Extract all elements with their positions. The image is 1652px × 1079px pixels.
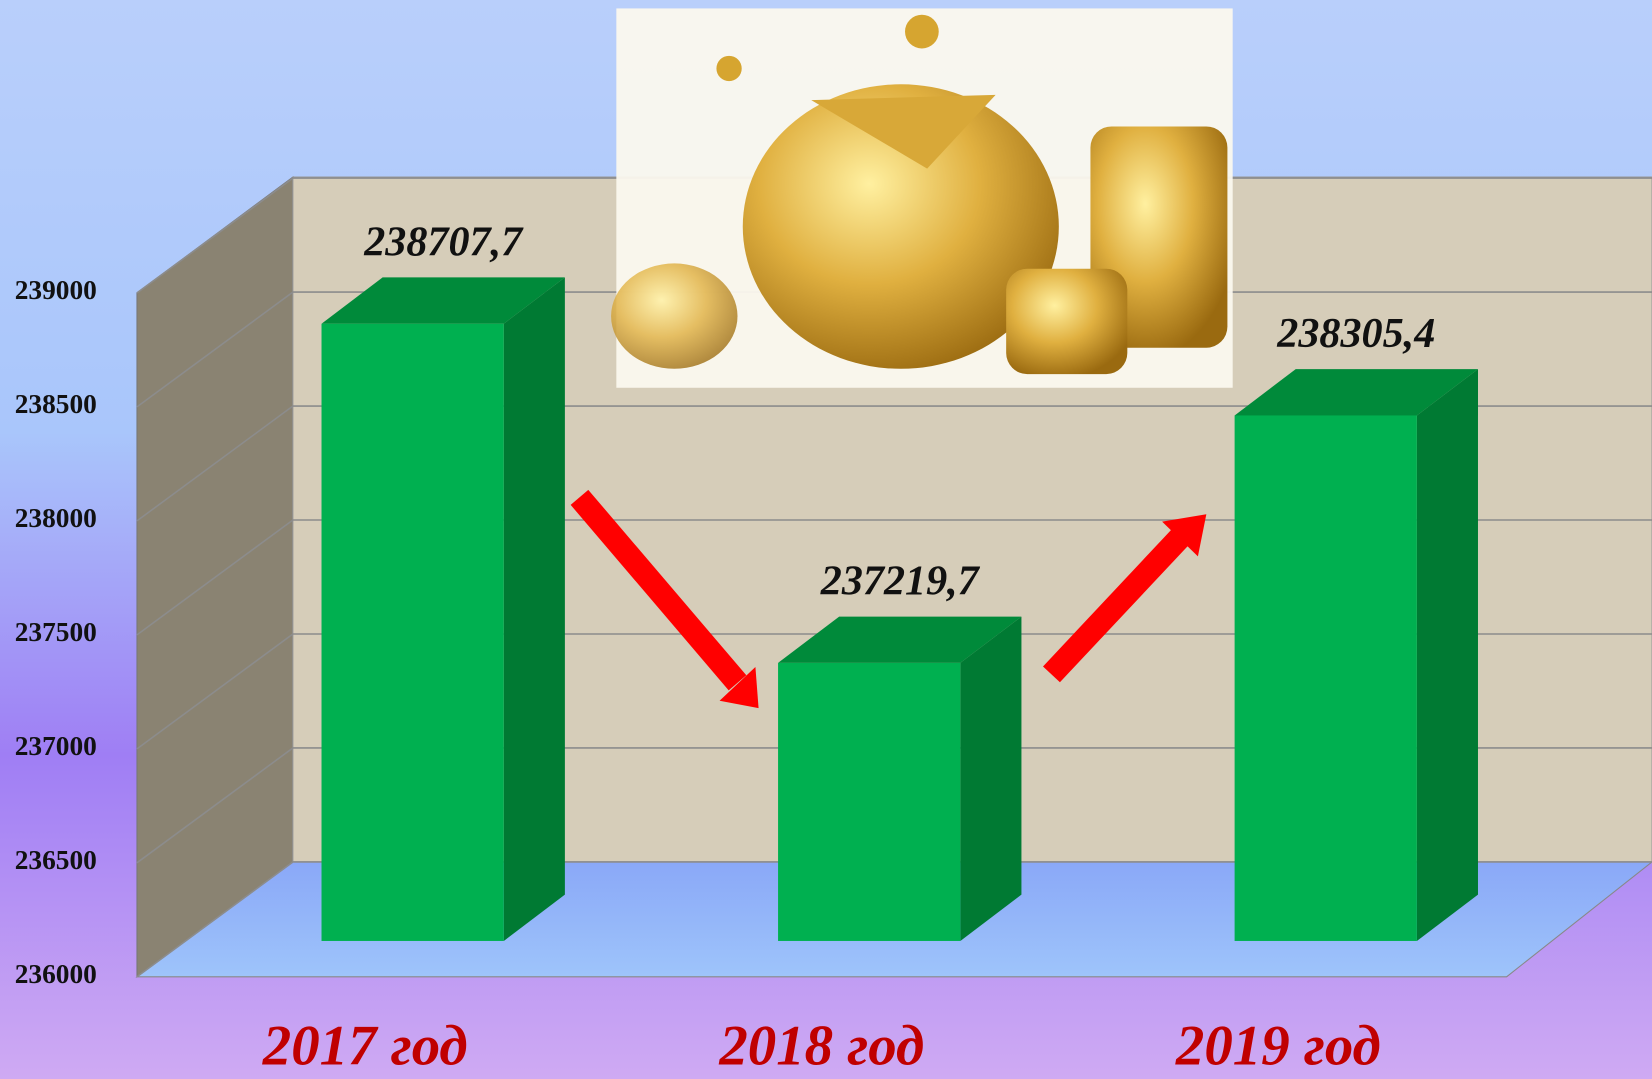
y-tick-label: 236500 bbox=[15, 845, 97, 875]
y-tick-label: 237500 bbox=[15, 617, 97, 647]
x-tick-label: 2018 год bbox=[718, 1015, 924, 1078]
figure bbox=[716, 56, 741, 81]
y-tick-label: 238000 bbox=[15, 503, 97, 533]
x-tick-label: 2019 год bbox=[1175, 1015, 1381, 1078]
bar-side bbox=[1417, 369, 1478, 941]
value-label: 238305,4 bbox=[1276, 310, 1435, 357]
bar-side bbox=[960, 617, 1021, 941]
figure bbox=[905, 15, 939, 49]
y-tick-label: 237000 bbox=[15, 731, 97, 761]
y-tick-label: 236000 bbox=[15, 959, 97, 989]
value-label: 238707,7 bbox=[363, 218, 524, 265]
x-tick-label: 2017 год bbox=[262, 1015, 468, 1078]
bar bbox=[322, 324, 504, 941]
y-tick-label: 239000 bbox=[15, 275, 97, 305]
coin-stack bbox=[1006, 269, 1127, 374]
coin-pile bbox=[611, 263, 737, 368]
chart: 236000 236500 237000 237500 238000 238500 2390… bbox=[0, 0, 1652, 1079]
bar bbox=[1235, 415, 1417, 941]
y-tick-label: 238500 bbox=[15, 389, 97, 419]
coins-picture bbox=[611, 8, 1233, 387]
value-label: 237219,7 bbox=[820, 558, 981, 605]
bar-side bbox=[504, 277, 565, 941]
bar bbox=[778, 663, 960, 941]
